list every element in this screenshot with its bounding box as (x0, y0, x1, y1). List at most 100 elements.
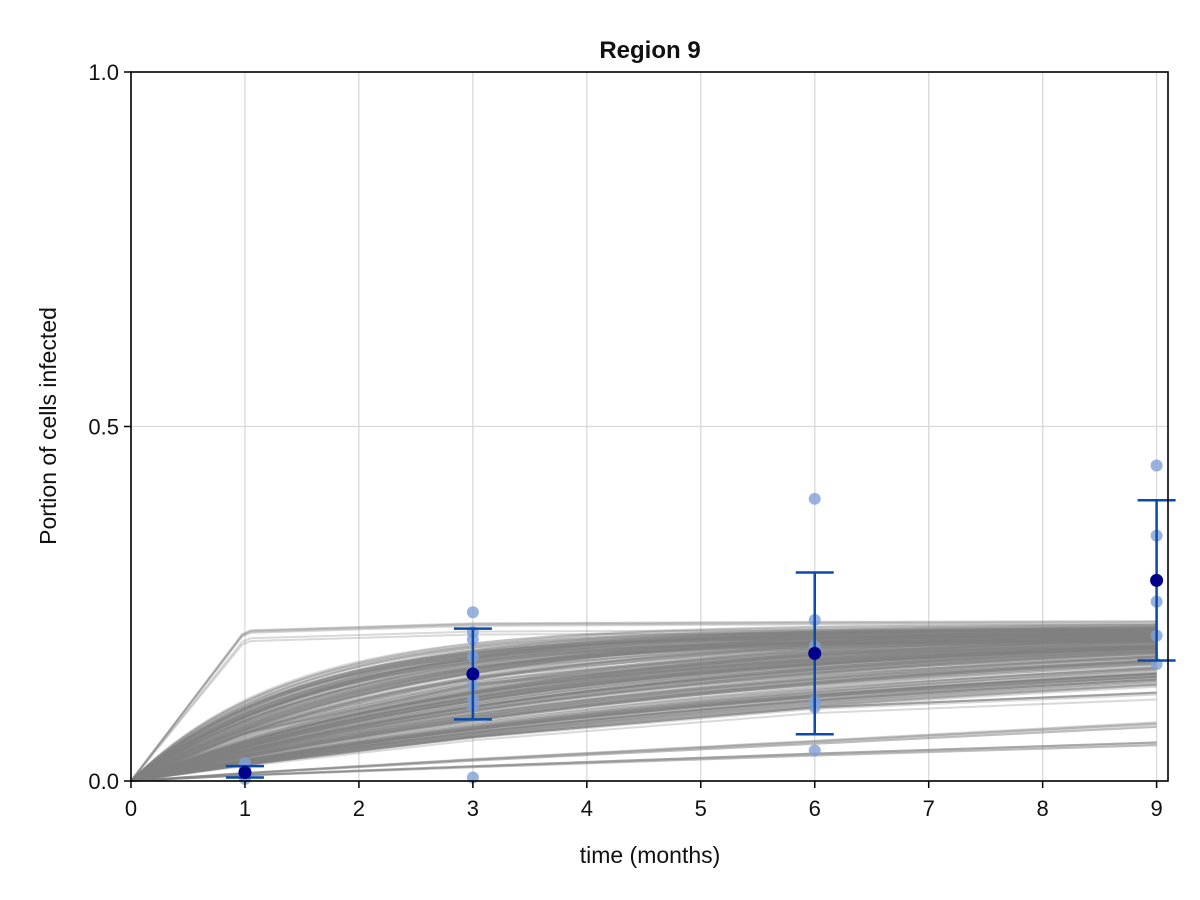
simulated-trajectory (130, 676, 1157, 782)
simulated-trajectory (130, 632, 1157, 782)
simulated-trajectory (130, 647, 1157, 782)
simulated-trajectory (130, 655, 1157, 782)
simulated-trajectory (130, 629, 1157, 782)
simulated-trajectory (130, 722, 1157, 782)
simulated-trajectory (130, 625, 1157, 782)
simulated-trajectory (130, 647, 1157, 782)
simulated-trajectory (130, 647, 1157, 782)
simulated-trajectory (130, 628, 1157, 782)
simulated-trajectory (130, 744, 1157, 782)
simulated-trajectory (130, 640, 1157, 782)
simulated-trajectory (130, 625, 1157, 782)
simulated-trajectory (130, 661, 1157, 782)
simulated-trajectory (130, 667, 1157, 782)
simulated-trajectory (130, 634, 1157, 782)
simulated-trajectory (130, 627, 1157, 782)
x-tick-label: 1 (239, 796, 251, 821)
simulated-trajectory (130, 631, 1157, 782)
simulated-trajectory (130, 636, 1157, 782)
simulated-trajectory (130, 651, 1157, 782)
simulated-trajectory (130, 723, 1157, 782)
simulated-trajectory (130, 625, 1157, 782)
simulated-trajectory (130, 646, 1157, 782)
simulated-trajectory (130, 644, 1157, 782)
simulated-trajectory (130, 628, 1157, 782)
simulated-trajectory (130, 671, 1157, 782)
simulated-trajectory (130, 636, 1157, 782)
y-axis-label: Portion of cells infected (35, 307, 61, 545)
simulated-trajectory (130, 648, 1157, 782)
simulated-trajectory (130, 631, 1157, 782)
simulated-trajectory (130, 642, 1157, 782)
simulated-trajectory (130, 682, 1157, 782)
simulated-trajectory (130, 632, 1157, 782)
simulated-trajectory (130, 655, 1157, 782)
simulated-trajectory (130, 660, 1157, 782)
simulated-trajectory (130, 632, 1157, 782)
simulated-trajectory (130, 677, 1157, 782)
simulated-trajectory (130, 640, 1157, 782)
simulated-trajectory (130, 678, 1157, 782)
simulated-trajectory (130, 668, 1157, 782)
simulated-trajectory (130, 634, 1157, 782)
simulated-trajectory (130, 666, 1157, 782)
simulated-trajectory (130, 636, 1157, 782)
simulated-trajectory (130, 645, 1157, 782)
mean-marker (238, 765, 252, 779)
simulated-trajectory (130, 628, 1157, 782)
simulated-trajectory (130, 633, 1157, 782)
error-bars (225, 498, 1176, 779)
simulated-trajectory (130, 643, 1157, 782)
observation-point (808, 744, 821, 757)
simulated-trajectory (130, 649, 1157, 782)
simulated-trajectory (130, 675, 1157, 782)
mean-marker (466, 667, 480, 681)
simulated-trajectory (130, 668, 1157, 782)
simulated-trajectory (130, 725, 1157, 782)
simulated-trajectory (130, 672, 1157, 782)
simulated-trajectory (130, 626, 1157, 782)
simulated-trajectory (130, 634, 1157, 782)
simulated-trajectory (130, 683, 1157, 782)
simulated-trajectory (130, 693, 1157, 782)
simulated-trajectory (130, 643, 1157, 782)
simulated-trajectory (130, 638, 1157, 782)
simulated-trajectory (130, 639, 1157, 782)
simulated-trajectory (130, 645, 1157, 782)
simulated-trajectory (130, 629, 1157, 782)
simulated-trajectory (130, 646, 1157, 782)
simulated-trajectory (130, 638, 1157, 782)
simulated-trajectory (130, 681, 1157, 782)
simulated-trajectory (130, 638, 1157, 782)
simulated-trajectory (130, 651, 1157, 782)
simulated-trajectory (130, 741, 1157, 782)
simulated-trajectory (130, 633, 1157, 782)
chart-title: Region 9 (599, 37, 700, 64)
simulated-trajectory (130, 677, 1157, 782)
simulated-trajectory (130, 637, 1157, 782)
simulated-trajectory (130, 646, 1157, 782)
simulated-trajectory (130, 656, 1157, 782)
simulated-trajectory (130, 630, 1157, 782)
simulated-trajectory (130, 655, 1157, 782)
simulated-trajectory (130, 638, 1157, 782)
x-axis-label: time (months) (580, 842, 721, 868)
simulated-trajectory (130, 650, 1157, 782)
simulated-trajectory (130, 647, 1157, 782)
simulated-trajectory (130, 673, 1157, 782)
simulated-trajectory (130, 638, 1157, 782)
simulated-trajectory (130, 639, 1157, 782)
simulated-trajectory (130, 691, 1157, 782)
simulated-trajectory (130, 638, 1157, 782)
simulated-trajectory (130, 741, 1157, 782)
simulated-trajectory (130, 645, 1157, 782)
simulated-trajectory (130, 641, 1157, 782)
simulated-trajectory (130, 646, 1157, 782)
simulated-trajectory (130, 632, 1157, 782)
simulated-trajectory (130, 626, 1157, 782)
simulated-trajectory (130, 648, 1157, 782)
simulated-trajectory (130, 637, 1157, 782)
x-tick-label: 4 (581, 796, 593, 821)
simulated-trajectory (130, 630, 1157, 782)
